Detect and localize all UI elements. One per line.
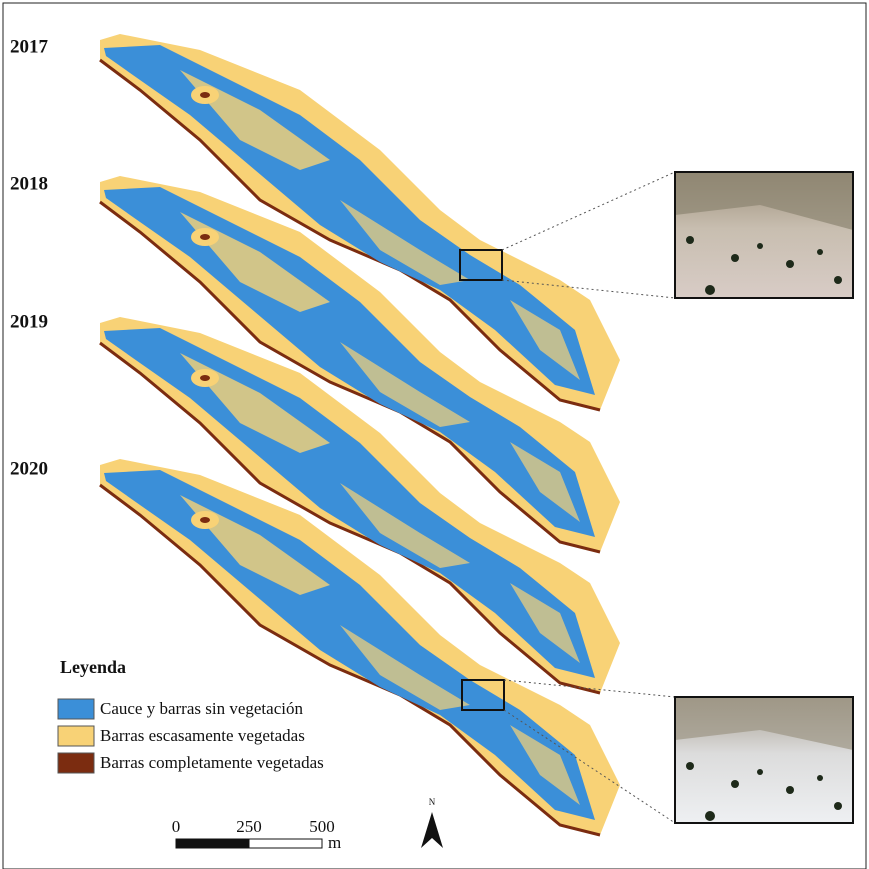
legend-swatch [58,699,94,719]
scale-label: 0 [172,817,181,836]
legend-swatch [58,753,94,773]
year-label: 2018 [10,173,48,194]
scale-segment [176,839,249,848]
north-arrow [421,812,443,848]
scale-label: 250 [236,817,262,836]
inset-photo [675,172,853,298]
legend-swatch [58,726,94,746]
year-label: 2020 [10,458,48,479]
map-figure: Leyenda N 2017 2018 2019 2020 Cauce y barras… [0,0,869,869]
year-label: 2017 [10,36,49,57]
scale-segment [249,839,322,848]
legend-label: Barras escasamente vegetadas [100,726,305,745]
legend-label: Barras completamente vegetadas [100,753,324,772]
year-label: 2019 [10,311,48,332]
legend-title: Leyenda [60,657,126,677]
north-label: N [429,797,436,807]
legend-label: Cauce y barras sin vegetación [100,699,303,718]
scale-unit: m [328,833,341,852]
inset-photo [675,697,853,823]
